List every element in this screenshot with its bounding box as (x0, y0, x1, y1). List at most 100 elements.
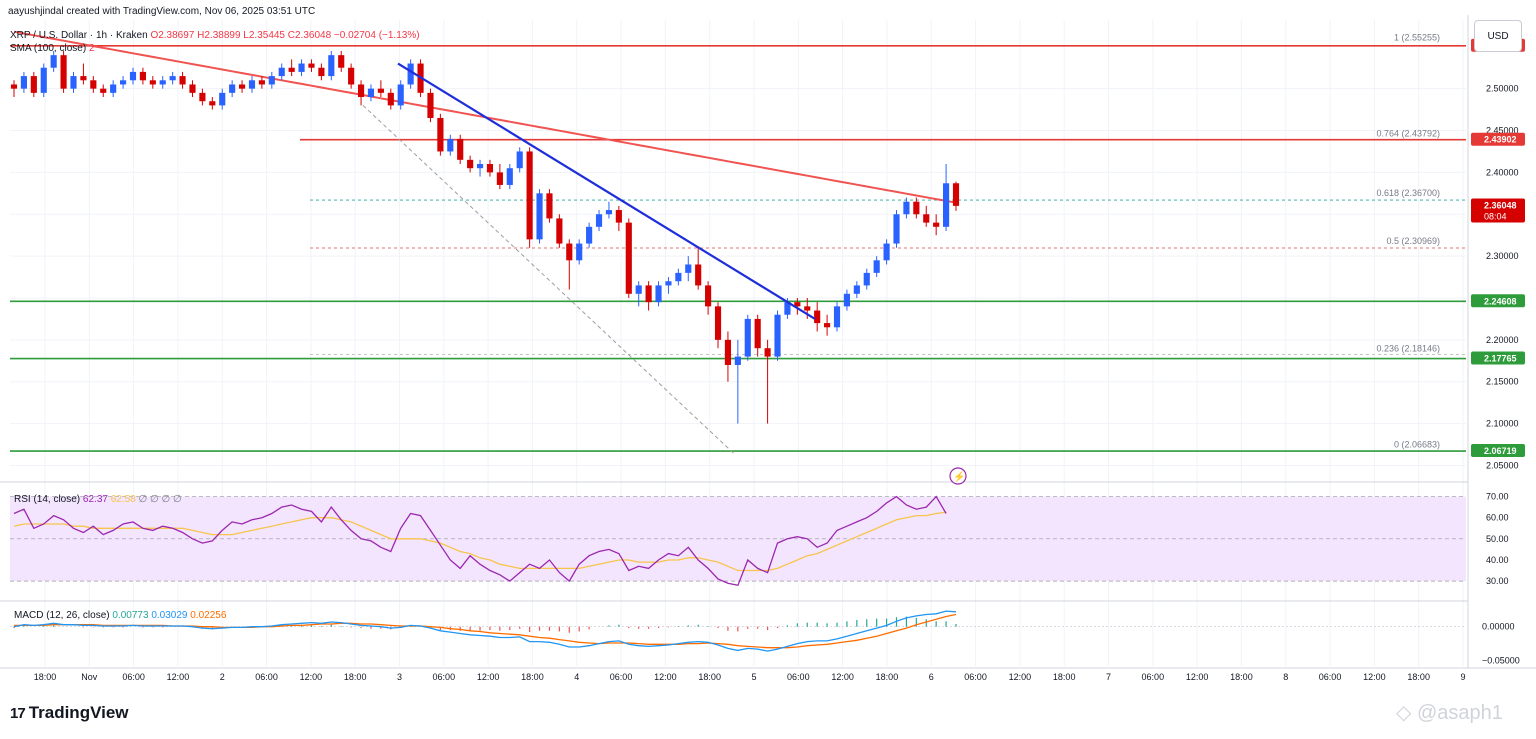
candle-body (70, 76, 77, 89)
candle-body (506, 168, 513, 185)
candle-body (516, 151, 523, 169)
time-tick-label: 06:00 (964, 672, 987, 682)
macd-legend[interactable]: MACD (12, 26, close) 0.00773 0.03029 0.0… (14, 610, 226, 621)
time-tick-label: 12:00 (477, 672, 500, 682)
time-tick-label: 12:00 (1009, 672, 1032, 682)
candles[interactable] (10, 50, 960, 424)
candle-body (90, 80, 97, 89)
time-tick-label: 18:00 (34, 672, 57, 682)
candle-body (833, 306, 841, 328)
candle-body (863, 272, 870, 286)
candle-body (278, 67, 285, 77)
fib-label: 1 (2.55255) (1394, 33, 1440, 43)
candle-body (734, 356, 741, 365)
macd-label: MACD (12, 26, close) (14, 610, 110, 621)
time-tick-label: 6 (929, 672, 934, 682)
candle-body (467, 159, 474, 169)
candle-body (615, 210, 622, 223)
rsi-legend[interactable]: RSI (14, close) 62.37 62.58 ∅ ∅ ∅ ∅ (14, 494, 182, 505)
candle-body (566, 243, 573, 261)
price-level-tag-text: 2.43902 (1484, 135, 1517, 145)
candle-body (40, 67, 47, 93)
price-level-tag (1471, 132, 1525, 146)
symbol-legend[interactable]: XRP / U.S. Dollar · 1h · Kraken O2.38697… (10, 30, 420, 41)
candle-body (30, 76, 37, 93)
candle-body (774, 314, 781, 357)
watermark-icon: ◇ (1396, 702, 1412, 724)
time-tick-label: 18:00 (1230, 672, 1253, 682)
macd-signal-value: 0.02256 (190, 610, 227, 621)
candle-body (100, 88, 107, 93)
candle-body (843, 293, 851, 307)
candle-body (169, 76, 176, 81)
price-axis[interactable]: 2.500002.450002.400002.350002.300002.250… (1471, 38, 1525, 666)
rsi-label: RSI (14, close) (14, 494, 81, 505)
candle-body (10, 84, 18, 89)
price-level-tag (1471, 198, 1525, 223)
candle-body (298, 63, 305, 72)
time-tick-label: 2 (220, 672, 225, 682)
candle-body (357, 84, 365, 98)
candle-body (248, 80, 256, 89)
time-tick-label: 06:00 (255, 672, 278, 682)
candle-body (546, 193, 553, 219)
tradingview-logo-icon: 17 (10, 704, 26, 722)
candle-body (685, 264, 692, 273)
time-tick-label: 12:00 (167, 672, 190, 682)
candle-body (258, 80, 265, 85)
time-tick-label: 18:00 (1053, 672, 1076, 682)
candle-body (318, 67, 325, 77)
ohlc-values: O2.38697 H2.38899 L2.35445 C2.36048 −0.0… (150, 30, 420, 41)
candle-body (486, 164, 494, 173)
time-tick-label: 06:00 (122, 672, 145, 682)
candle-body (80, 76, 87, 81)
macd-line-value: 0.03029 (151, 610, 188, 621)
price-tick-label: 2.05000 (1486, 460, 1519, 470)
candle-body (804, 306, 811, 311)
tradingview-logo[interactable]: 17 TradingView (10, 703, 129, 723)
rsi-value: 62.37 (82, 494, 108, 505)
watermark: ◇ @asaph1 (1396, 700, 1503, 725)
rsi-band (10, 496, 1466, 582)
macd-pane[interactable] (10, 610, 1466, 652)
candle-body (744, 318, 751, 357)
flash-glyph: ⚡ (953, 470, 965, 483)
time-tick-label: 5 (751, 672, 756, 682)
flash-icon (949, 467, 967, 485)
candle-body (724, 339, 732, 365)
candle-body (238, 84, 246, 89)
time-tick-label: 7 (1106, 672, 1111, 682)
candle-body (695, 264, 702, 286)
macd-hist-value: 0.00773 (112, 610, 149, 621)
price-level-tag (1471, 351, 1525, 365)
time-tick-label: 3 (397, 672, 402, 682)
time-axis[interactable]: 18:00 Nov 06:00 12:00 2 06:00 12:00 18:00 3 06:00… (34, 672, 1466, 682)
rsi-tick-label: 30.00 (1486, 576, 1509, 586)
fib-label: 0.764 (2.43792) (1376, 129, 1440, 139)
sma-legend[interactable]: SMA (100, close) 2 (10, 43, 95, 54)
candle-body (655, 285, 662, 303)
candle-body (754, 318, 761, 349)
candle-body (952, 183, 960, 206)
candle-body (199, 92, 206, 102)
candle-body (60, 55, 67, 89)
candle-body (308, 63, 315, 68)
candle-body (328, 55, 335, 77)
candle-body (526, 151, 533, 240)
candle-body (714, 306, 722, 340)
drawings[interactable]: ⚡ (362, 62, 967, 485)
time-tick-label: 12:00 (1363, 672, 1386, 682)
candle-body (268, 76, 275, 85)
candle-body (923, 214, 930, 223)
candle-body (129, 71, 137, 81)
candle-body (189, 84, 196, 93)
price-tick-label: 2.45000 (1486, 126, 1519, 136)
candle-body (764, 348, 771, 357)
rsi-pane[interactable] (13, 495, 947, 587)
trendline (397, 62, 816, 320)
candle-body (933, 222, 940, 227)
time-tick-label: 18:00 (521, 672, 544, 682)
tradingview-logo-text: TradingView (28, 703, 129, 722)
currency-button[interactable]: USD (1474, 20, 1522, 52)
